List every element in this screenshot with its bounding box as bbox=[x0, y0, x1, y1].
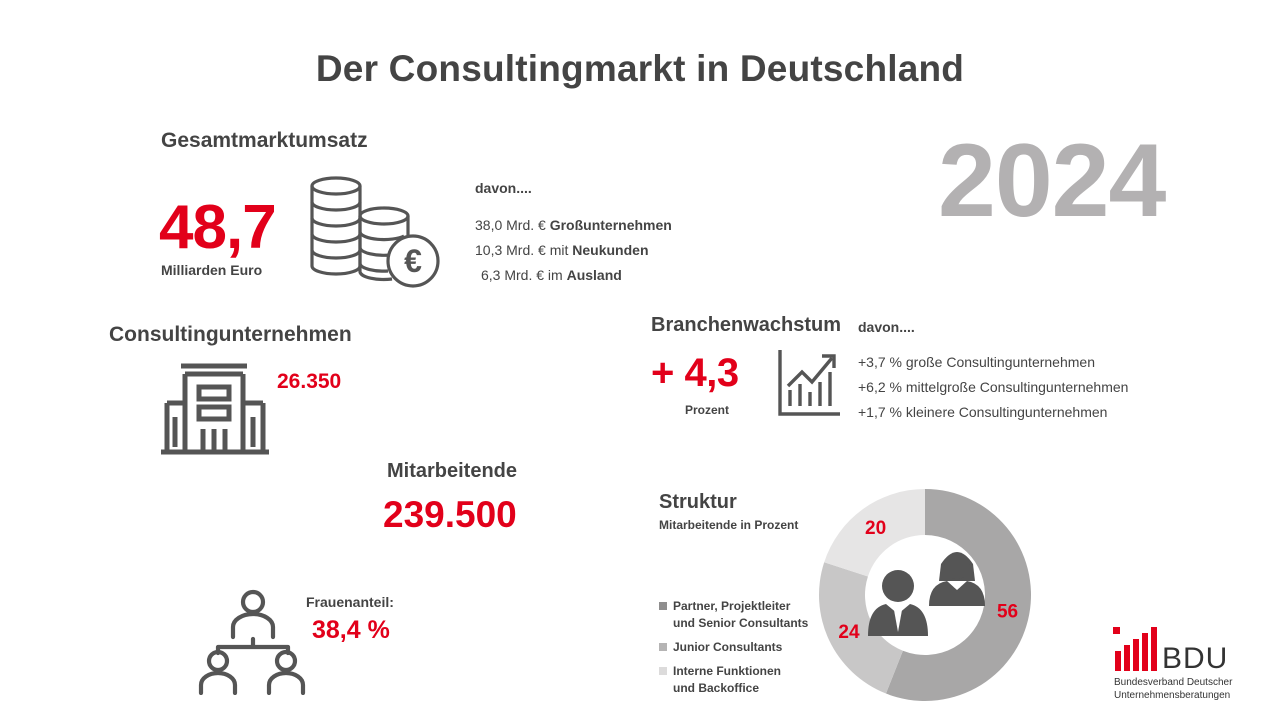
consultants-icon bbox=[868, 552, 985, 636]
gesamtmarkt-item: 6,3 Mrd. € im Ausland bbox=[481, 267, 622, 283]
unternehmen-heading: Consultingunternehmen bbox=[109, 323, 352, 346]
slice-junior bbox=[819, 562, 903, 694]
legend-swatch bbox=[659, 667, 667, 675]
frauen-label: Frauenanteil: bbox=[306, 594, 394, 610]
gesamtmarkt-item: 38,0 Mrd. € Großunternehmen bbox=[475, 217, 672, 233]
gesamtmarkt-list: 38,0 Mrd. € Großunternehmen 10,3 Mrd. € … bbox=[475, 213, 672, 288]
donut-chart: 56 24 20 bbox=[819, 489, 1031, 701]
mitarbeitende-heading: Mitarbeitende bbox=[387, 460, 518, 482]
frauen-value: 38,4 % bbox=[312, 616, 390, 644]
gesamtmarkt-unit: Milliarden Euro bbox=[161, 262, 263, 278]
wachstum-heading: Branchenwachstum bbox=[651, 314, 842, 336]
slice-partner bbox=[885, 489, 1031, 701]
org-people-icon bbox=[198, 589, 306, 695]
year-label: 2024 bbox=[938, 123, 1166, 239]
bdu-logo-line2: Unternehmensberatungen bbox=[1114, 690, 1231, 701]
legend-item-partner: Partner, Projektleiter und Senior Consult… bbox=[659, 598, 808, 632]
gesamtmarkt-heading: Gesamtmarktumsatz bbox=[161, 129, 368, 152]
wachstum-list: +3,7 % große Consultingunternehmen +6,2 … bbox=[858, 350, 1128, 425]
slice-value-label: 24 bbox=[838, 622, 860, 643]
svg-text:€: € bbox=[404, 243, 422, 279]
slice-value-label: 20 bbox=[865, 518, 886, 539]
page-title: Der Consultingmarkt in Deutschland bbox=[315, 48, 965, 89]
slice-value-label: 56 bbox=[997, 602, 1018, 623]
unternehmen-value: 26.350 bbox=[277, 370, 342, 393]
wachstum-item: +1,7 % kleinere Consultingunternehmen bbox=[858, 404, 1108, 420]
wachstum-item: +3,7 % große Consultingunternehmen bbox=[858, 354, 1095, 370]
bdu-logo-text: BDU bbox=[1162, 642, 1229, 675]
growth-chart-icon bbox=[778, 350, 840, 416]
chart-legend: Partner, Projektleiter und Senior Consult… bbox=[659, 598, 808, 697]
mitarbeitende-value: 239.500 bbox=[383, 494, 517, 535]
chart-title: Struktur bbox=[659, 491, 737, 513]
bdu-logo-subtitle: Bundesverband Deutscher Unternehmensbera… bbox=[1114, 676, 1232, 702]
wachstum-item: +6,2 % mittelgroße Consultingunternehmen bbox=[858, 379, 1129, 395]
slice-intern bbox=[824, 489, 925, 577]
bdu-logo-line1: Bundesverband Deutscher bbox=[1114, 677, 1233, 688]
wachstum-value: + 4,3 bbox=[651, 351, 739, 395]
legend-swatch bbox=[659, 643, 667, 651]
gesamtmarkt-davon: davon.... bbox=[475, 180, 532, 196]
chart-subtitle: Mitarbeitende in Prozent bbox=[659, 518, 799, 532]
office-building-icon bbox=[161, 363, 269, 455]
bdu-logo-icon bbox=[1113, 627, 1157, 671]
wachstum-davon: davon.... bbox=[858, 319, 915, 335]
coins-euro-icon: € bbox=[310, 176, 440, 288]
legend-item-intern: Interne Funktionen und Backoffice bbox=[659, 663, 808, 697]
gesamtmarkt-value: 48,7 bbox=[159, 193, 277, 262]
legend-swatch bbox=[659, 602, 667, 610]
wachstum-unit: Prozent bbox=[685, 403, 730, 417]
gesamtmarkt-item: 10,3 Mrd. € mit Neukunden bbox=[475, 242, 649, 258]
legend-item-junior: Junior Consultants bbox=[659, 639, 808, 656]
